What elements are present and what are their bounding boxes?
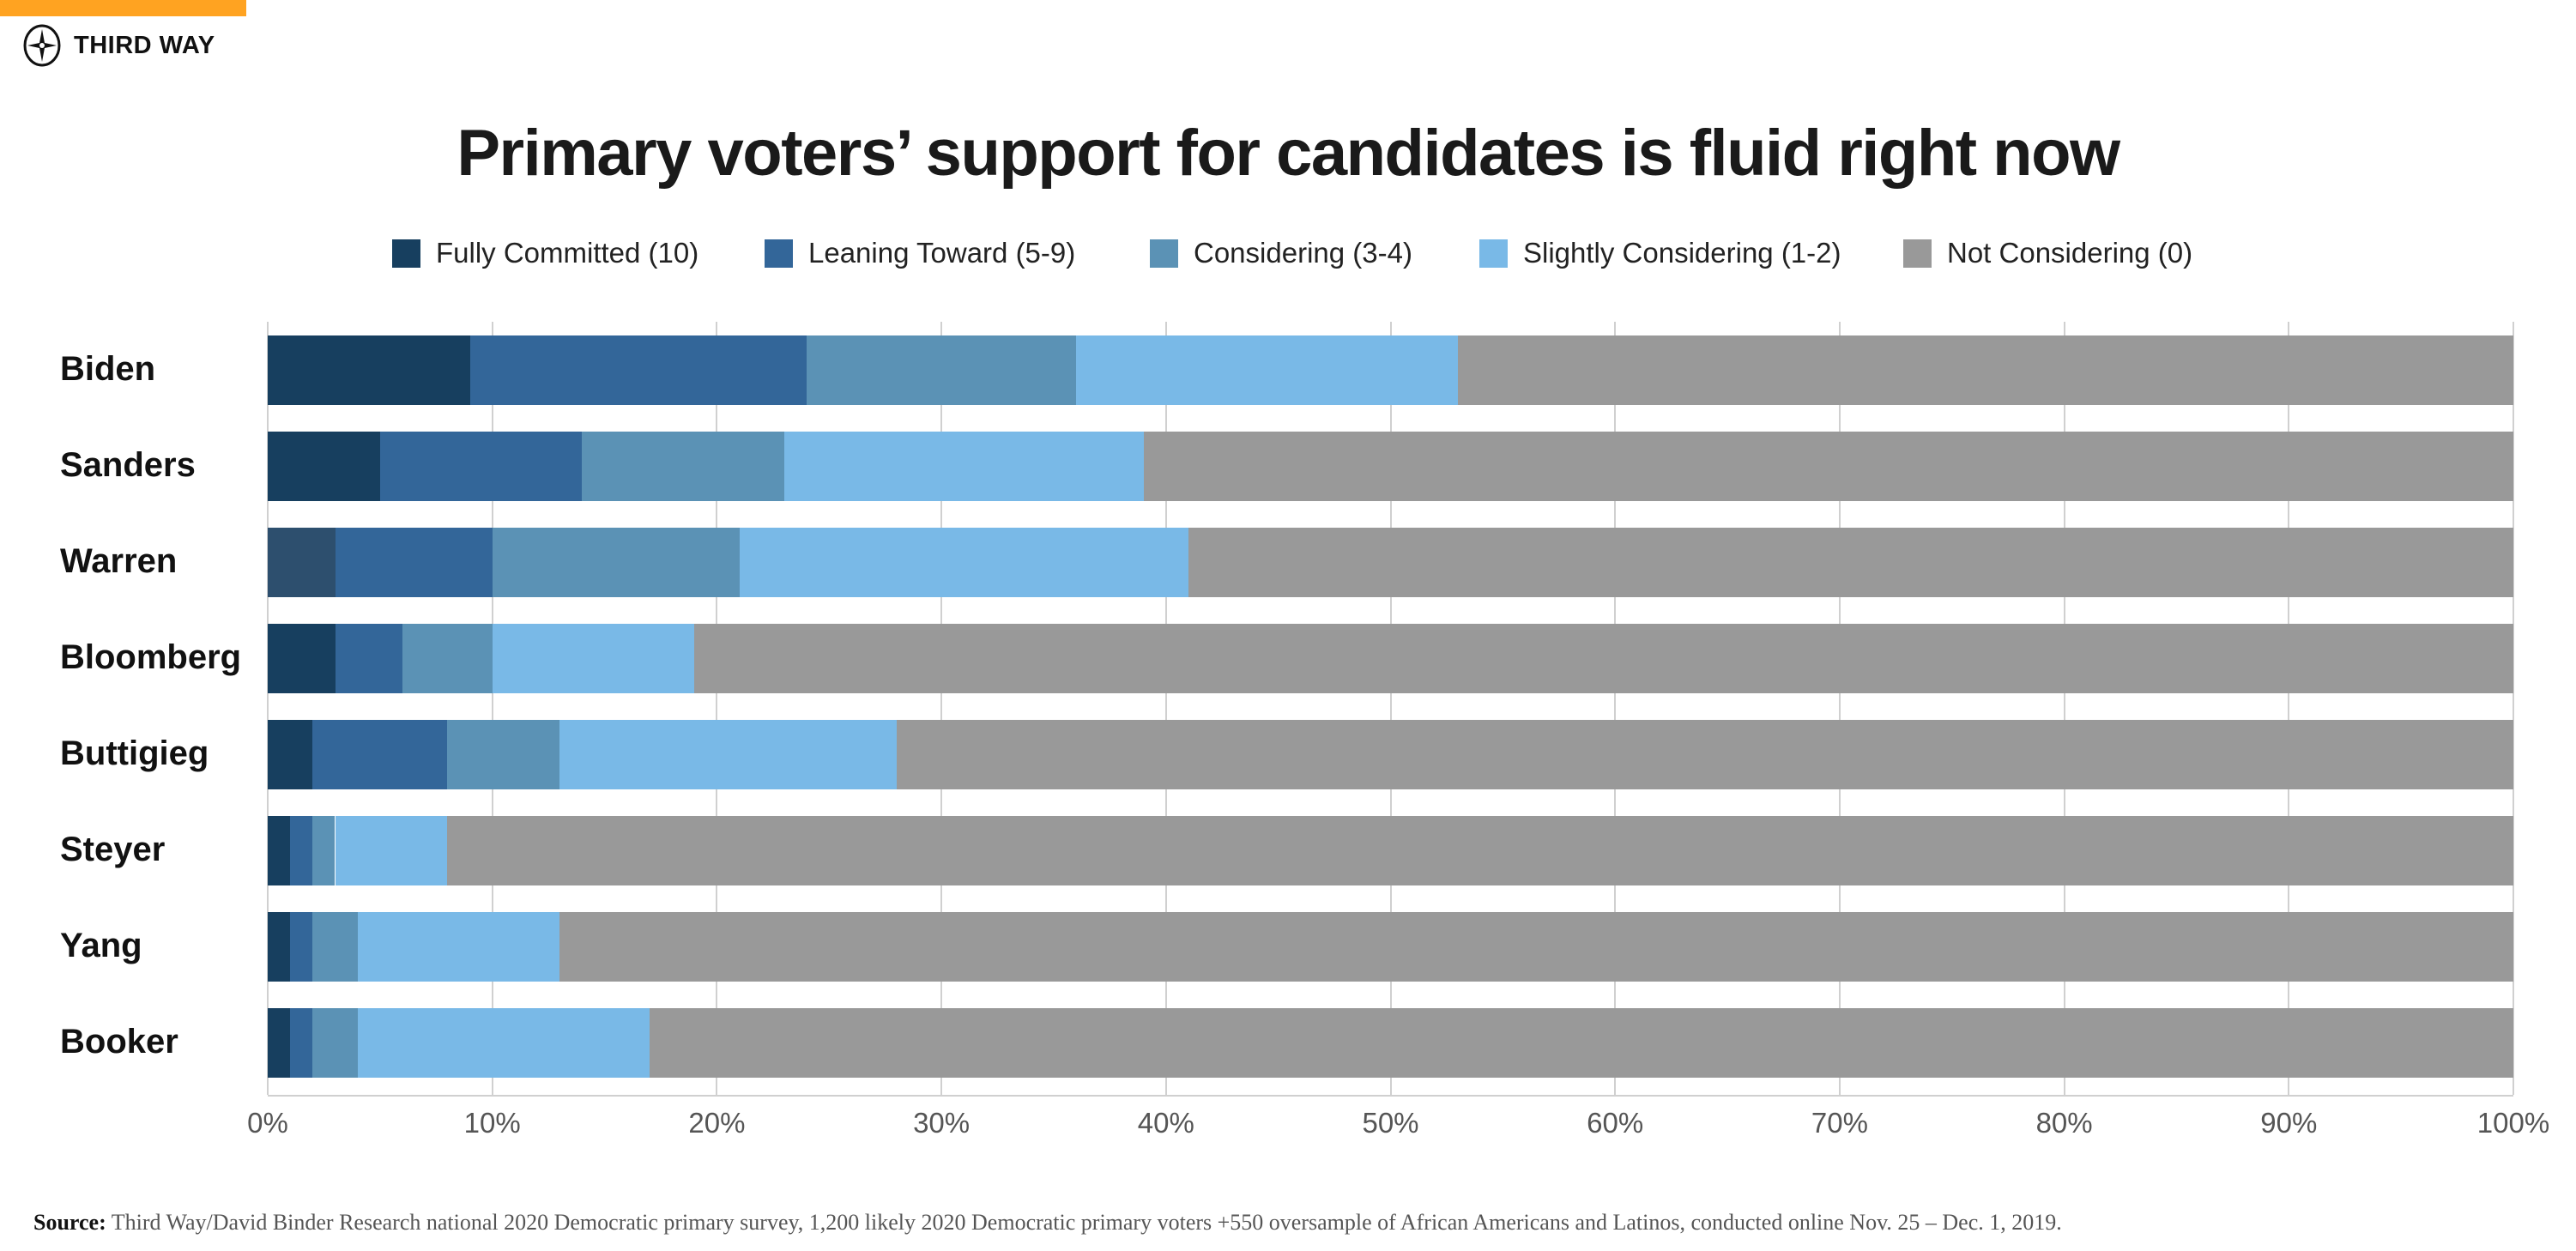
- bar-segment: [492, 624, 695, 693]
- gridline: [940, 322, 943, 1095]
- bar-segment: [268, 624, 336, 693]
- x-tick-label: 50%: [1362, 1107, 1419, 1139]
- bar-segment: [335, 528, 493, 597]
- bar-segment: [268, 1008, 291, 1078]
- x-tick-label: 60%: [1587, 1107, 1644, 1139]
- x-tick-label: 100%: [2476, 1107, 2550, 1139]
- bar-segment: [268, 720, 313, 789]
- bar-segment: [312, 816, 336, 885]
- bar-segment: [312, 1008, 358, 1078]
- bar-segment: [290, 1008, 313, 1078]
- bar-segment: [783, 432, 1144, 501]
- bar-segment: [582, 432, 784, 501]
- legend-swatch: [1479, 239, 1508, 268]
- gridline: [267, 322, 269, 1095]
- legend-swatch: [1903, 239, 1932, 268]
- bar-segment: [312, 720, 448, 789]
- category-label: Warren: [60, 541, 178, 580]
- gridline: [2513, 322, 2514, 1095]
- bar-segment: [739, 528, 1188, 597]
- legend-label: Leaning Toward (5-9): [808, 237, 1076, 269]
- bar-segment: [379, 432, 583, 501]
- bar-segment: [268, 432, 380, 501]
- legend-item: Fully Committed (10): [392, 237, 698, 269]
- bar-segment: [807, 335, 1077, 405]
- gridline: [1614, 322, 1617, 1095]
- bar-segment: [1458, 335, 2513, 405]
- legend-label: Not Considering (0): [1947, 237, 2193, 269]
- gridline: [716, 322, 718, 1095]
- category-label: Sanders: [60, 445, 196, 484]
- bar-segment: [559, 912, 2513, 982]
- x-tick-label: 80%: [2035, 1107, 2093, 1139]
- bar-segment: [447, 720, 560, 789]
- bar-segment: [492, 528, 740, 597]
- x-tick-label: 70%: [1811, 1107, 1868, 1139]
- bar-segment: [469, 335, 807, 405]
- chart-title: Primary voters’ support for candidates i…: [457, 117, 2120, 190]
- category-label: Buttigieg: [60, 734, 209, 772]
- legend-label: Slightly Considering (1-2): [1523, 237, 1841, 269]
- bar-segment: [1143, 432, 2513, 501]
- gridline: [1164, 322, 1167, 1095]
- bar-segment: [896, 720, 2513, 789]
- source-text: Third Way/David Binder Research national…: [111, 1210, 2062, 1235]
- bar-segment: [268, 816, 291, 885]
- legend-label: Fully Committed (10): [436, 237, 699, 269]
- category-label: Booker: [60, 1022, 178, 1061]
- third-way-logo: THIRD WAY: [22, 24, 215, 67]
- legend-label: Considering (3-4): [1194, 237, 1412, 269]
- bar-segment: [402, 624, 493, 693]
- x-tick-label: 0%: [247, 1107, 288, 1139]
- x-tick-label: 20%: [688, 1107, 746, 1139]
- x-tick-label: 10%: [463, 1107, 521, 1139]
- bar-segment: [357, 1008, 650, 1078]
- bar-segment: [268, 335, 470, 405]
- bar-segment: [649, 1008, 2513, 1078]
- bar-segment: [335, 816, 448, 885]
- category-label: Steyer: [60, 830, 166, 868]
- legend-item: Not Considering (0): [1903, 237, 2192, 269]
- compass-icon: [23, 24, 61, 67]
- bar-segment: [1076, 335, 1458, 405]
- bar-segment: [290, 816, 313, 885]
- bar-segment: [335, 624, 402, 693]
- category-label: Biden: [60, 349, 156, 388]
- bar-segment: [268, 912, 291, 982]
- legend-swatch: [392, 239, 420, 268]
- category-label: Yang: [60, 926, 142, 964]
- gridline: [491, 322, 493, 1095]
- bar-segment: [312, 912, 358, 982]
- bar-segment: [290, 912, 313, 982]
- bar-segment: [447, 816, 2513, 885]
- bar-segment: [357, 912, 560, 982]
- source-label: Source:: [33, 1210, 106, 1235]
- gridline: [1389, 322, 1392, 1095]
- bar-segment: [268, 528, 336, 597]
- gridline: [2288, 322, 2290, 1095]
- legend-swatch: [1150, 239, 1178, 268]
- bar-segment: [1188, 528, 2513, 597]
- brand-name: THIRD WAY: [74, 31, 215, 59]
- x-tick-label: 30%: [913, 1107, 971, 1139]
- bar-segment: [694, 624, 2513, 693]
- x-tick-label: 40%: [1137, 1107, 1194, 1139]
- brand-accent-bar: [0, 0, 246, 16]
- gridline: [2063, 322, 2065, 1095]
- source-note: Source: Third Way/David Binder Research …: [33, 1210, 2062, 1236]
- bar-segment: [559, 720, 897, 789]
- legend-item: Considering (3-4): [1150, 237, 1412, 269]
- x-tick-label: 90%: [2260, 1107, 2318, 1139]
- category-label: Bloomberg: [60, 638, 242, 676]
- legend-item: Slightly Considering (1-2): [1479, 237, 1841, 269]
- legend-item: Leaning Toward (5-9): [765, 237, 1075, 269]
- legend-swatch: [765, 239, 793, 268]
- gridline: [1838, 322, 1841, 1095]
- x-axis-line: [268, 1095, 2513, 1097]
